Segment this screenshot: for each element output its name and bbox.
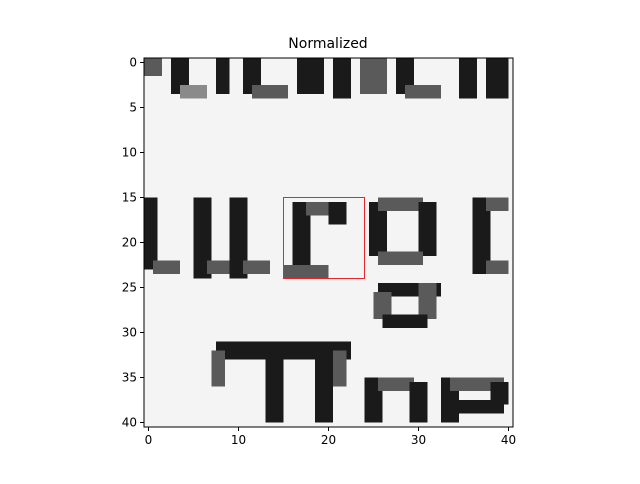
letter-stroke xyxy=(265,341,284,423)
x-axis: 0 10 20 30 40 xyxy=(145,427,516,447)
letter-stroke xyxy=(153,260,180,274)
y-tick-label: 15 xyxy=(122,191,137,205)
letter-stroke xyxy=(360,58,387,94)
letter-stroke xyxy=(418,202,437,256)
letter-stroke xyxy=(405,85,441,99)
letter-stroke xyxy=(333,350,347,387)
letter-stroke xyxy=(144,197,158,270)
y-tick-label: 30 xyxy=(122,326,137,340)
letter-stroke xyxy=(459,58,477,99)
x-tick-label: 40 xyxy=(501,433,516,447)
x-tick-label: 0 xyxy=(145,433,153,447)
y-tick-label: 5 xyxy=(129,101,137,115)
letter-stroke xyxy=(144,58,162,76)
letter-stroke xyxy=(450,400,504,414)
letter-stroke xyxy=(418,283,437,319)
letter-stroke xyxy=(252,85,288,99)
letter-stroke xyxy=(211,350,225,387)
highlight-box xyxy=(283,197,365,279)
letter-stroke xyxy=(382,314,428,328)
letter-stroke xyxy=(180,85,207,99)
x-tick-label: 20 xyxy=(321,433,336,447)
letter-stroke xyxy=(486,260,509,274)
y-tick-label: 25 xyxy=(122,281,137,295)
letter-stroke xyxy=(229,197,248,279)
y-tick-label: 20 xyxy=(122,236,137,250)
letter-stroke xyxy=(369,202,387,256)
letter-stroke xyxy=(243,260,270,274)
heatmap-image xyxy=(144,58,513,427)
x-tick-label: 30 xyxy=(411,433,426,447)
y-tick-label: 40 xyxy=(122,416,137,430)
letter-stroke xyxy=(486,58,509,99)
letter-stroke xyxy=(486,197,509,211)
letter-stroke xyxy=(193,197,212,279)
x-tick-label: 10 xyxy=(231,433,246,447)
letter-stroke xyxy=(216,58,230,94)
letter-stroke xyxy=(378,197,423,211)
letter-stroke xyxy=(472,197,491,274)
letter-stroke xyxy=(373,292,392,319)
letter-stroke xyxy=(490,382,509,405)
y-tick-label: 10 xyxy=(122,146,137,160)
y-axis: 0 5 10 15 20 25 30 35 40 xyxy=(122,56,144,430)
letter-stroke xyxy=(306,202,333,216)
y-tick-label: 35 xyxy=(122,371,137,385)
letter-stroke xyxy=(292,202,311,279)
letter-stroke xyxy=(378,377,414,391)
letter-stroke xyxy=(409,382,428,423)
letter-stroke xyxy=(283,265,329,279)
letter-stroke xyxy=(378,251,423,265)
chart-title: Normalized xyxy=(288,36,367,52)
letter-stroke xyxy=(328,202,347,225)
y-tick-label: 0 xyxy=(129,56,137,70)
letter-stroke xyxy=(297,58,324,94)
letter-stroke xyxy=(315,341,333,423)
letter-stroke xyxy=(333,58,351,99)
letter-stroke xyxy=(207,260,234,274)
